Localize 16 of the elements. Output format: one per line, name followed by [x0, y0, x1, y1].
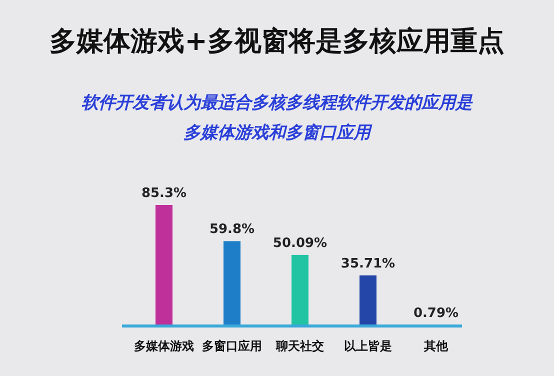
data-label: 0.79% [413, 306, 459, 321]
bar [224, 241, 240, 326]
x-tick-label: 多媒体游戏 [134, 339, 194, 353]
x-tick-label: 聊天社交 [275, 339, 324, 353]
x-tick-label: 以上皆是 [344, 339, 392, 353]
bar [292, 254, 308, 326]
data-label: 85.3% [141, 186, 187, 201]
x-tick-label: 其他 [423, 339, 449, 353]
data-label: 50.09% [272, 236, 328, 251]
data-label: 59.8% [209, 222, 255, 238]
bar [360, 275, 376, 326]
bar [156, 205, 172, 326]
chart-subtitle: 软件开发者认为最适合多核多线程软件开发的应用是多媒体游戏和多窗口应用 [82, 93, 474, 143]
x-tick-label: 多窗口应用 [202, 339, 262, 353]
data-label: 35.71% [340, 256, 396, 272]
chart-title: 多媒体游戏+多视窗将是多核应用重点 [50, 26, 504, 57]
